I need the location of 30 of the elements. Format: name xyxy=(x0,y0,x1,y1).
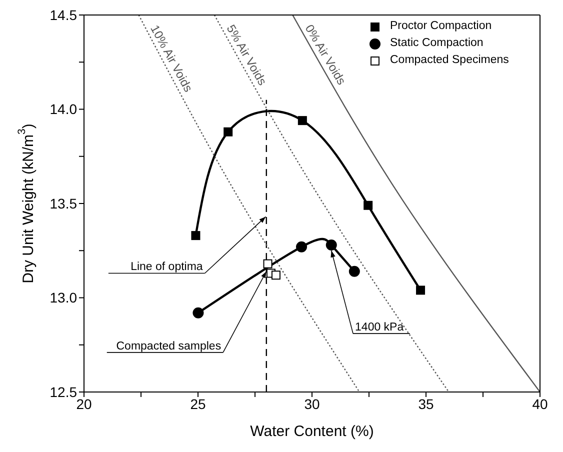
point xyxy=(348,266,360,277)
point xyxy=(263,259,272,268)
x-tick-label: 35 xyxy=(418,396,434,412)
point xyxy=(192,307,204,318)
point xyxy=(364,200,373,210)
annotation: Line of optima xyxy=(130,261,204,274)
annotation: 1400 kPa xyxy=(355,322,404,334)
point xyxy=(298,116,307,126)
x-tick-label: 25 xyxy=(190,396,206,412)
legend-label: Static Compaction xyxy=(390,36,484,51)
legend-label: Compacted Specimens xyxy=(390,53,509,68)
y-tick-label: 14.0 xyxy=(50,101,78,118)
text: 5% Air Voids xyxy=(224,22,270,88)
point xyxy=(296,241,308,252)
x-tick-label: 30 xyxy=(304,396,320,412)
point xyxy=(326,239,337,250)
point xyxy=(224,127,233,136)
y-tick-label: 14.5 xyxy=(50,6,78,23)
legend-label: Proctor Compaction xyxy=(390,19,492,34)
text: 10% Air Voids xyxy=(148,22,196,94)
annotation: Compacted samples xyxy=(116,340,222,352)
point xyxy=(416,286,426,295)
point xyxy=(271,270,280,280)
x-tick-label: 40 xyxy=(532,396,548,412)
point xyxy=(191,231,200,240)
y-tick-label: 13.0 xyxy=(50,290,78,306)
y-tick-label: 13.5 xyxy=(50,195,78,212)
y-tick-label: 12.5 xyxy=(50,384,78,400)
x-axis-title: Water Content (%) xyxy=(250,423,374,440)
x-tick-label: 20 xyxy=(76,396,92,412)
